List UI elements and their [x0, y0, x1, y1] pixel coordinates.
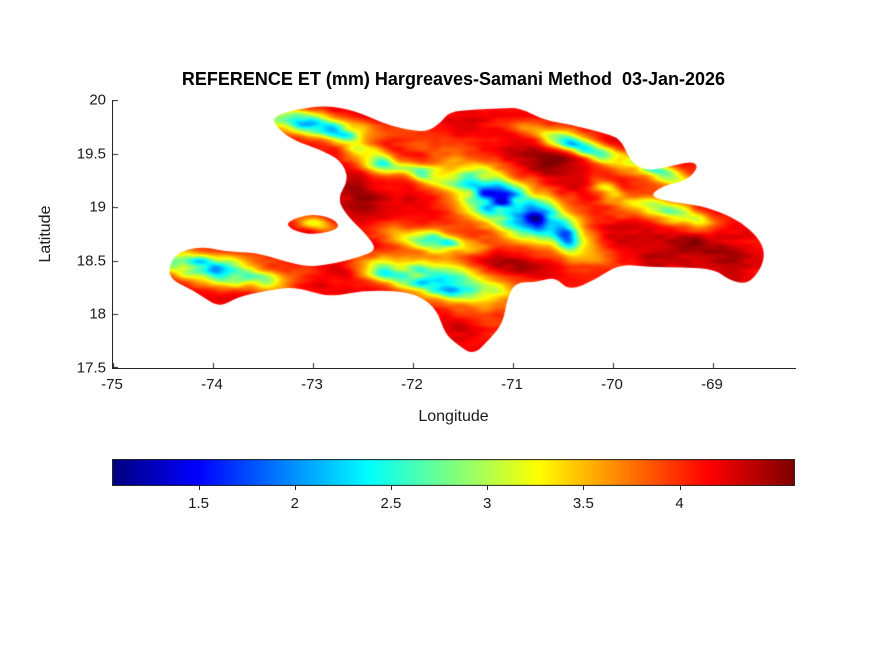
x-tick-label: -74 — [201, 376, 223, 393]
y-axis-label: Latitude — [37, 205, 54, 263]
colorbar-tick-label: 2.5 — [380, 495, 402, 512]
x-axis-label: Longitude — [418, 408, 489, 425]
y-tick-label: 18 — [89, 305, 106, 323]
x-tick-label: -75 — [101, 376, 123, 393]
colorbar-tick-label: 3.5 — [572, 495, 594, 512]
y-tick-label: 18.5 — [76, 252, 106, 270]
x-tick-label: -72 — [401, 376, 423, 393]
y-tick-label: 17.5 — [76, 359, 106, 377]
colorbar-canvas — [112, 459, 795, 486]
y-tick-label: 19 — [89, 198, 106, 216]
colorbar-tick-mark — [487, 486, 489, 490]
colorbar-tick-label: 1.5 — [188, 495, 209, 512]
y-tick-label: 19.5 — [76, 145, 106, 163]
x-tick-label: -69 — [701, 376, 723, 393]
colorbar-tick-mark — [294, 486, 296, 490]
heatmap-canvas — [113, 100, 796, 368]
colorbar-tick-label: 4 — [675, 495, 684, 512]
colorbar-tick-mark — [583, 486, 585, 490]
colorbar-tick-mark — [198, 486, 200, 490]
x-tick-label: -71 — [501, 376, 523, 393]
y-tick-label: 20 — [89, 91, 106, 109]
x-tick-label: -73 — [301, 376, 323, 393]
colorbar-tick-label: 2 — [290, 495, 299, 512]
colorbar-tick-label: 3 — [482, 495, 492, 512]
colorbar — [112, 459, 795, 486]
colorbar-tick-mark — [679, 486, 681, 490]
x-tick-label: -70 — [601, 376, 623, 393]
chart-title: REFERENCE ET (mm) Hargreaves-Samani Meth… — [181, 69, 726, 89]
colorbar-tick-mark — [390, 486, 392, 490]
plot-area — [112, 100, 796, 369]
